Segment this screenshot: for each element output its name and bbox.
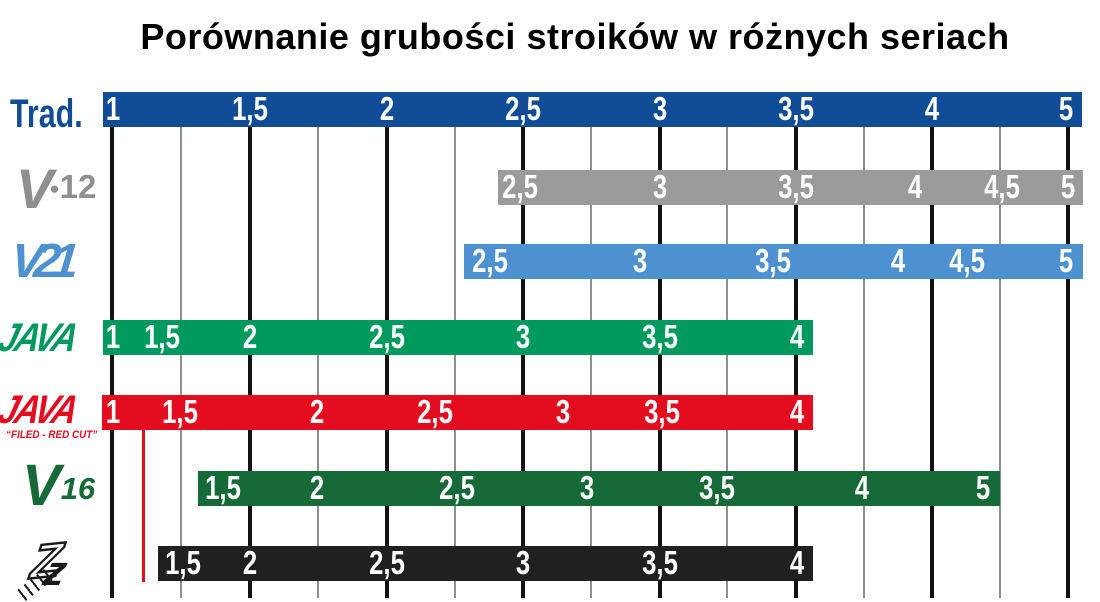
gridline-major [930, 94, 934, 598]
strength-label: 3,5 [644, 392, 680, 430]
strength-label: 1,5 [144, 317, 180, 355]
strength-label: 4 [890, 241, 906, 279]
series-logo-v16: V16 [22, 452, 95, 519]
series-bar-trad: 1 1,5 2 2,5 3 3,5 4 5 [103, 92, 1082, 127]
strength-label: 5 [1058, 241, 1074, 279]
strength-label: 3 [515, 543, 531, 581]
strength-label: 3 [515, 317, 531, 355]
logo-number: 12 [59, 168, 97, 205]
strength-label: 3,5 [755, 241, 791, 279]
gridline-minor [999, 94, 1001, 598]
series-bar-javared: 1 1,5 2 2,5 3 3,5 4 [102, 395, 813, 430]
strength-label: 4,5 [949, 241, 985, 279]
series-logo-javared: JAVA “FILED - RED CUT” [0, 388, 107, 441]
strength-label: 1,5 [232, 89, 268, 127]
strength-label: 3 [555, 392, 571, 430]
logo-text-trad: Trad. [10, 92, 83, 136]
strength-label: 2 [309, 468, 325, 506]
series-logo-trad: Trad. [10, 92, 83, 137]
series-bar-java: 1 1,5 2 2,5 3 3,5 4 [103, 320, 813, 355]
strength-label: 3,5 [778, 89, 814, 127]
strength-label: 4 [789, 392, 805, 430]
red-guide-line [142, 430, 145, 582]
series-bar-zz: 1,5 2 2,5 3 3,5 4 [158, 546, 813, 581]
series-logo-java: JAVA [0, 316, 81, 361]
strength-label: 4,5 [984, 167, 1020, 205]
strength-label: 1 [105, 392, 121, 430]
logo-dot-icon: ● [49, 179, 60, 198]
strength-label: 2,5 [417, 392, 453, 430]
strength-label: 1 [105, 317, 121, 355]
strength-label: 3 [652, 167, 668, 205]
strength-label: 2 [309, 392, 325, 430]
strength-label: 3 [632, 241, 648, 279]
strength-label: 1,5 [162, 392, 198, 430]
series-bar-v21: 2,5 3 3,5 4 4,5 5 [464, 244, 1083, 279]
strength-label: 3 [579, 468, 595, 506]
strength-label: 3,5 [642, 317, 678, 355]
strength-label: 2,5 [369, 317, 405, 355]
series-bar-v16: 1,5 2 2,5 3 3,5 4 5 [198, 471, 1000, 506]
logo-number: 16 [60, 471, 96, 506]
strength-label: 1,5 [205, 468, 241, 506]
strength-label: 4 [789, 317, 805, 355]
strength-label: 2,5 [369, 543, 405, 581]
strength-label: 2,5 [502, 167, 538, 205]
gridline-minor [863, 94, 865, 598]
strength-label: 3 [652, 89, 668, 127]
strength-label: 5 [1058, 89, 1074, 127]
strength-label: 3,5 [778, 167, 814, 205]
strength-label: 2,5 [439, 468, 475, 506]
strength-label: 2 [379, 89, 395, 127]
strength-label: 2,5 [505, 89, 541, 127]
strength-label: 4 [789, 543, 805, 581]
strength-label: 2 [242, 543, 258, 581]
strength-label: 2 [242, 317, 258, 355]
logo-text-javared: JAVA [0, 388, 82, 432]
logo-letter-v: V [16, 157, 54, 220]
logo-subtitle: “FILED - RED CUT” [6, 429, 98, 441]
strength-label: 4 [924, 89, 940, 127]
gridline-major [1066, 94, 1070, 598]
strength-label: 1 [105, 89, 121, 127]
strength-label: 5 [975, 468, 991, 506]
series-logo-zz: Zz [17, 532, 72, 601]
chart-title: Porównanie grubości stroików w różnych s… [140, 16, 1010, 57]
strength-label: 1,5 [165, 543, 201, 581]
series-logo-v12: V●12 [16, 156, 96, 221]
logo-text-java: JAVA [0, 316, 82, 360]
strength-label: 3,5 [699, 468, 735, 506]
strength-label: 4 [854, 468, 870, 506]
strength-label: 3,5 [642, 543, 678, 581]
series-logo-v21: V21 [8, 234, 72, 289]
logo-text-v21: V21 [8, 235, 73, 288]
series-bar-v12: 2,5 3 3,5 4 4,5 5 [498, 170, 1083, 205]
strength-label: 5 [1060, 167, 1076, 205]
logo-letter-v: V [22, 453, 61, 518]
strength-label: 2,5 [472, 241, 508, 279]
strength-label: 4 [907, 167, 923, 205]
